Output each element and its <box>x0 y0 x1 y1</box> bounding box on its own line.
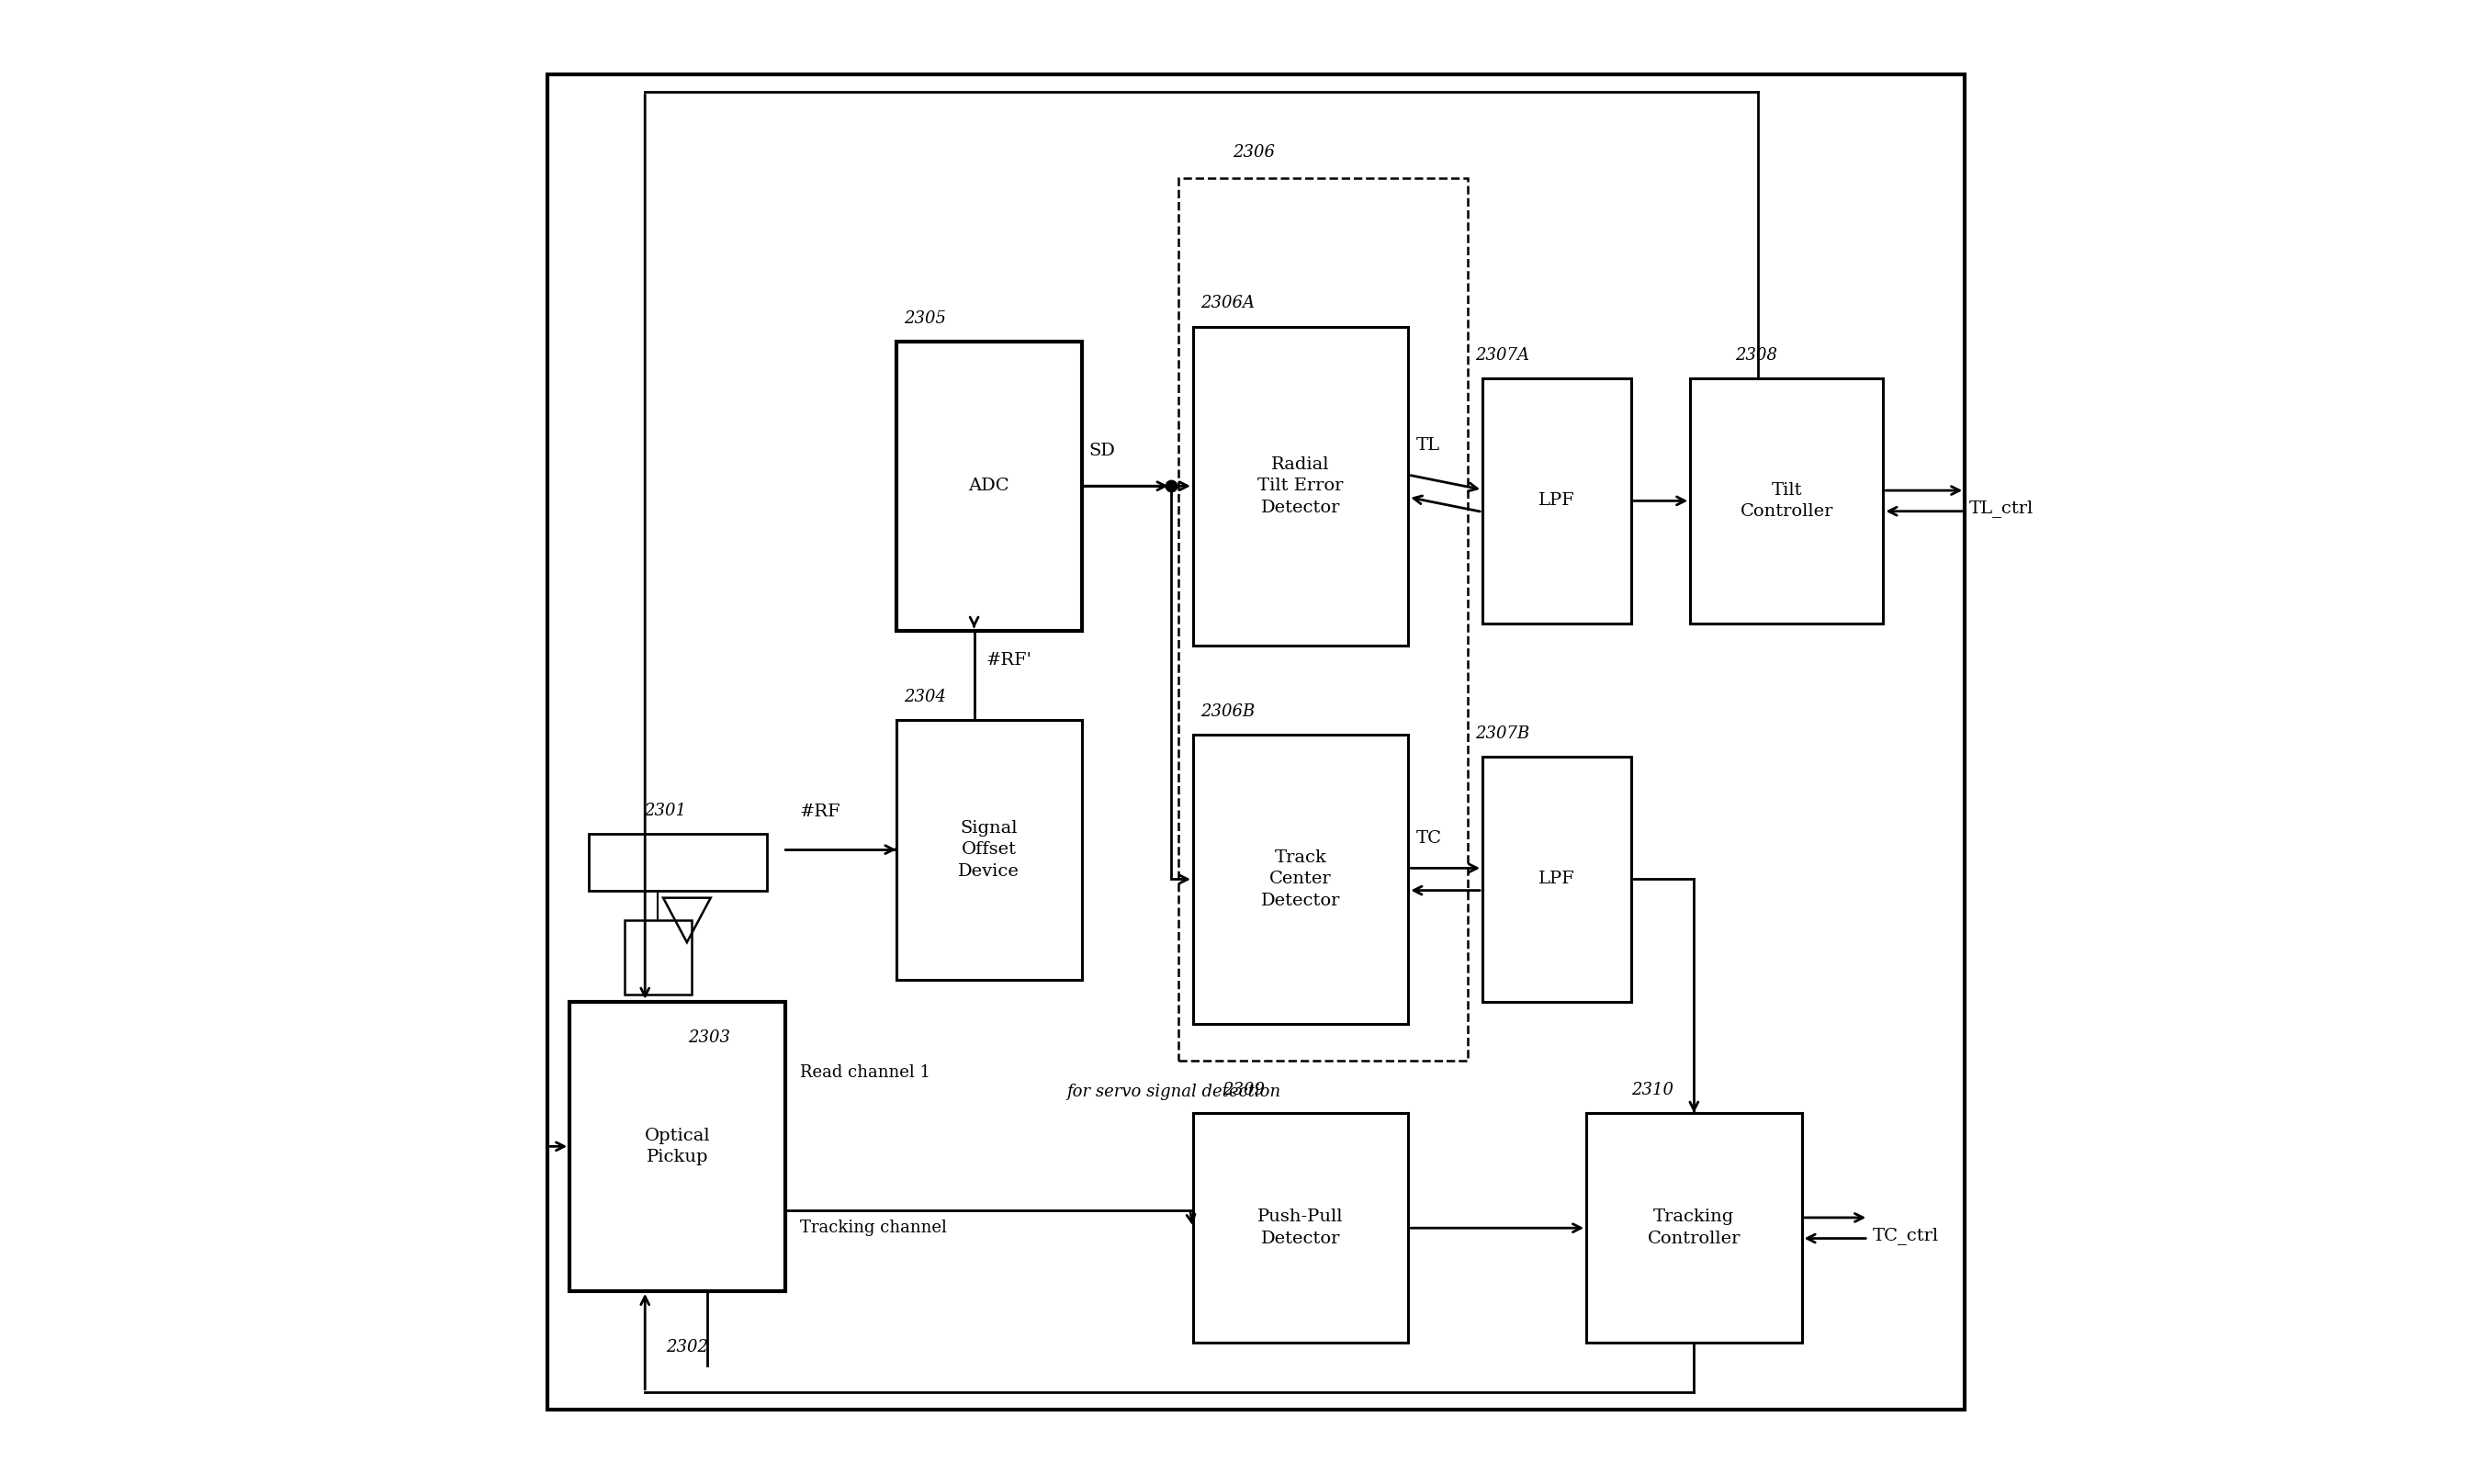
FancyBboxPatch shape <box>896 720 1081 979</box>
Text: Push-Pull
Detector: Push-Pull Detector <box>1257 1209 1345 1247</box>
FancyBboxPatch shape <box>570 1002 784 1291</box>
FancyBboxPatch shape <box>590 834 767 890</box>
FancyBboxPatch shape <box>1482 378 1631 623</box>
FancyBboxPatch shape <box>625 920 692 994</box>
Text: 2306B: 2306B <box>1200 703 1255 720</box>
Text: 2303: 2303 <box>687 1030 730 1046</box>
Text: LPF: LPF <box>1539 493 1576 509</box>
FancyBboxPatch shape <box>1178 178 1467 1061</box>
FancyBboxPatch shape <box>1193 1113 1409 1343</box>
FancyBboxPatch shape <box>1193 735 1409 1024</box>
Text: Track
Center
Detector: Track Center Detector <box>1260 849 1340 910</box>
Text: #RF: #RF <box>799 803 842 819</box>
FancyBboxPatch shape <box>896 341 1081 631</box>
Text: TL: TL <box>1417 436 1439 454</box>
Text: 2304: 2304 <box>904 689 946 705</box>
Text: 2310: 2310 <box>1631 1082 1673 1098</box>
Text: Signal
Offset
Device: Signal Offset Device <box>959 819 1021 880</box>
Text: 2308: 2308 <box>1736 347 1778 364</box>
Text: TC_ctrl: TC_ctrl <box>1872 1227 1940 1244</box>
Text: 2305: 2305 <box>904 310 946 326</box>
Text: TC: TC <box>1417 830 1442 846</box>
Text: Optical
Pickup: Optical Pickup <box>645 1128 710 1165</box>
Text: Radial
Tilt Error
Detector: Radial Tilt Error Detector <box>1257 456 1345 516</box>
FancyBboxPatch shape <box>1691 378 1882 623</box>
Text: SD: SD <box>1088 442 1116 460</box>
Text: 2306A: 2306A <box>1200 295 1255 312</box>
FancyBboxPatch shape <box>1586 1113 1803 1343</box>
Text: #RF': #RF' <box>986 651 1031 669</box>
Text: LPF: LPF <box>1539 871 1576 887</box>
Text: 2309: 2309 <box>1223 1082 1265 1098</box>
Text: Tilt
Controller: Tilt Controller <box>1741 482 1833 519</box>
Text: 2306: 2306 <box>1233 144 1275 160</box>
Text: Read channel 1: Read channel 1 <box>799 1064 931 1080</box>
Text: 2307A: 2307A <box>1474 347 1529 364</box>
Text: for servo signal detection: for servo signal detection <box>1066 1083 1280 1100</box>
FancyBboxPatch shape <box>1193 326 1409 646</box>
FancyBboxPatch shape <box>548 74 1965 1410</box>
Text: 2302: 2302 <box>667 1339 707 1355</box>
Text: Tracking
Controller: Tracking Controller <box>1648 1209 1741 1247</box>
Text: 2307B: 2307B <box>1474 726 1529 742</box>
Text: TL_ctrl: TL_ctrl <box>1970 500 2034 516</box>
Text: Tracking channel: Tracking channel <box>799 1220 946 1236</box>
Text: ADC: ADC <box>969 478 1008 494</box>
Text: 2301: 2301 <box>645 803 687 819</box>
FancyBboxPatch shape <box>1482 757 1631 1002</box>
